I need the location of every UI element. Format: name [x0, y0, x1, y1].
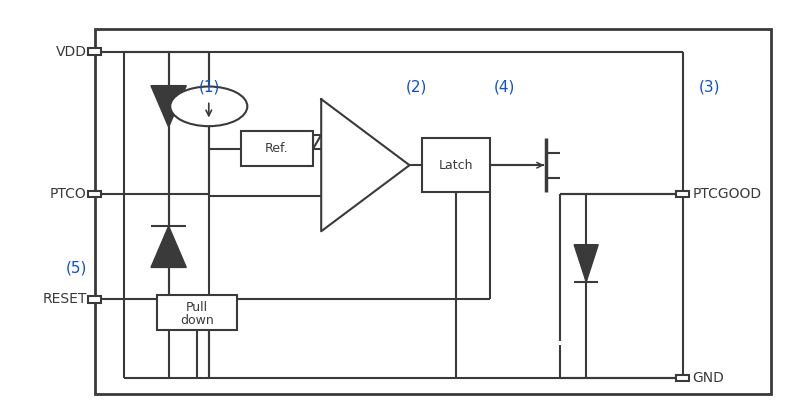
Text: (1): (1)	[199, 79, 221, 94]
Bar	[241, 131, 313, 166]
Bar	[675, 375, 688, 381]
Text: (4): (4)	[493, 79, 515, 94]
Bar	[421, 138, 489, 192]
Text: Pull: Pull	[185, 301, 208, 314]
Polygon shape	[573, 244, 597, 282]
Polygon shape	[151, 85, 186, 127]
Bar	[675, 191, 688, 197]
Text: down: down	[180, 314, 213, 327]
Text: (2): (2)	[405, 79, 427, 94]
Bar	[156, 295, 237, 330]
Text: PTCO: PTCO	[50, 187, 87, 201]
Text: VDD: VDD	[55, 45, 87, 59]
Text: (3): (3)	[698, 79, 719, 94]
Text: (5): (5)	[65, 261, 87, 276]
Bar	[88, 48, 101, 55]
Bar	[88, 191, 101, 197]
Text: PTCGOOD: PTCGOOD	[691, 187, 760, 201]
Bar	[95, 29, 770, 394]
Text: GND: GND	[691, 371, 723, 385]
Circle shape	[170, 86, 247, 126]
Text: Ref.: Ref.	[265, 142, 289, 155]
Text: RESET: RESET	[43, 292, 87, 306]
Text: Latch: Latch	[438, 159, 472, 172]
Bar	[88, 296, 101, 303]
Polygon shape	[151, 226, 186, 268]
